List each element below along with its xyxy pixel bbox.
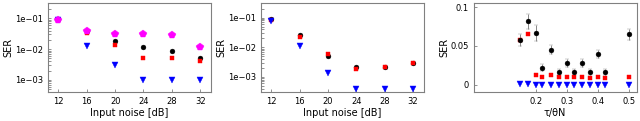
Y-axis label: SER: SER — [3, 38, 13, 57]
Y-axis label: SER: SER — [439, 38, 449, 57]
Y-axis label: SER: SER — [216, 38, 227, 57]
X-axis label: τ/θN: τ/θN — [544, 108, 566, 117]
X-axis label: Input noise [dB]: Input noise [dB] — [303, 108, 381, 117]
X-axis label: Input noise [dB]: Input noise [dB] — [90, 108, 168, 117]
